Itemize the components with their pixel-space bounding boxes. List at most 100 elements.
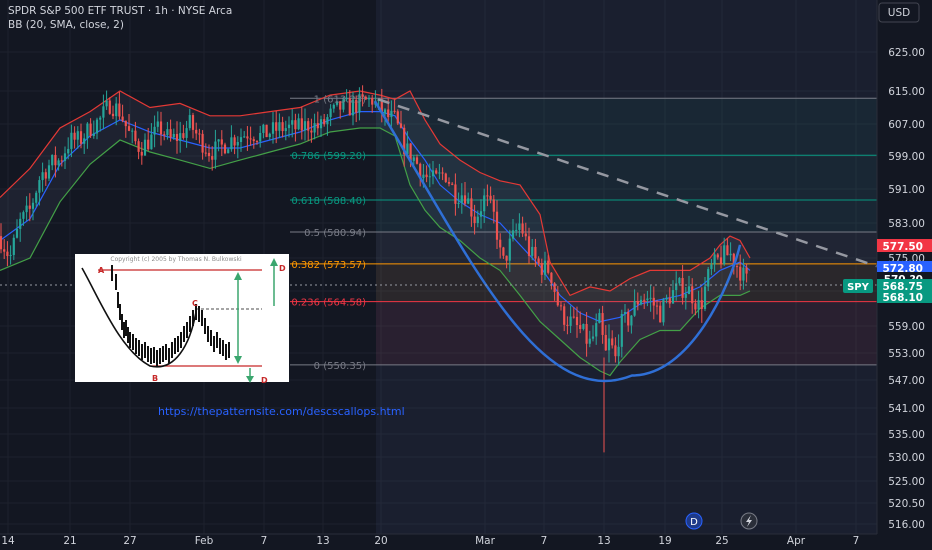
candle-body-53 xyxy=(169,129,172,138)
candle-body-28 xyxy=(89,123,92,136)
fibonacci-lines xyxy=(290,97,877,366)
candle-body-36 xyxy=(115,103,118,117)
candle-body-180 xyxy=(575,316,579,326)
inset-arrow-head-1 xyxy=(234,272,242,280)
candle-body-66 xyxy=(211,156,214,160)
pattern-link[interactable]: https://thepatternsite.com/descscallops.… xyxy=(158,405,405,418)
currency-button[interactable] xyxy=(878,2,920,23)
candle-body-111 xyxy=(355,99,358,113)
candle-body-94 xyxy=(300,118,303,131)
candle-body-213 xyxy=(681,278,684,298)
candle-body-219 xyxy=(700,300,703,309)
candle-body-196 xyxy=(627,312,630,326)
candle-body-89 xyxy=(284,128,287,132)
time-tick-12: Apr xyxy=(787,535,806,547)
candle-body-95 xyxy=(303,121,307,131)
fibonacci-labels: 1 (613.23) 0.786 (599.20) 0.618 (588.40) 0.… xyxy=(291,94,366,372)
candle-body-142 xyxy=(454,184,457,204)
candle-body-42 xyxy=(134,130,137,142)
candle-body-72 xyxy=(230,137,233,150)
candle-body-23 xyxy=(73,132,76,140)
price-label-4: 568.10 xyxy=(882,292,923,304)
price-tick-15: 520.50 xyxy=(888,498,925,510)
inset-copyright: Copyright (c) 2005 by Thomas N. Bulkowsk… xyxy=(110,256,242,263)
candle-body-191 xyxy=(611,338,614,346)
candle-body-103 xyxy=(329,108,332,118)
candle-body-138 xyxy=(441,172,444,174)
candle-body-205 xyxy=(655,305,659,307)
candle-body-58 xyxy=(185,128,188,138)
candle-body-136 xyxy=(435,170,438,174)
candle-body-69 xyxy=(220,139,223,145)
inset-label-c: C xyxy=(192,299,198,308)
candle-body-152 xyxy=(486,195,489,197)
candle-body-187 xyxy=(598,313,601,324)
candle-body-131 xyxy=(419,163,422,179)
candle-body-61 xyxy=(195,129,198,134)
candle-body-226 xyxy=(723,245,726,265)
candle-body-112 xyxy=(358,94,361,113)
candle-body-47 xyxy=(150,134,153,150)
candle-body-82 xyxy=(262,124,265,133)
candle-body-182 xyxy=(582,324,585,329)
candle-body-83 xyxy=(265,124,268,138)
candle-body-210 xyxy=(671,290,675,304)
candle-body-110 xyxy=(351,99,355,116)
price-tick-13: 530.00 xyxy=(888,452,925,464)
candle-body-32 xyxy=(102,106,105,118)
candle-body-90 xyxy=(287,124,291,129)
candle-body-55 xyxy=(175,133,179,141)
inset-arrow-head-4 xyxy=(246,376,254,383)
candle-body-181 xyxy=(579,325,582,329)
candle-body-192 xyxy=(614,345,617,357)
price-label-badge-4 xyxy=(877,290,932,303)
time-tick-3: Feb xyxy=(195,535,214,547)
candle-body-119 xyxy=(380,99,383,114)
candle-body-232 xyxy=(742,267,745,281)
price-tick-14: 525.00 xyxy=(888,476,925,488)
candle-body-106 xyxy=(339,101,342,110)
candle-body-129 xyxy=(412,157,415,161)
candle-body-80 xyxy=(255,141,259,143)
fib-label-5: 0.236 (564.58) xyxy=(291,298,366,309)
candle-body-6 xyxy=(19,218,22,229)
candle-body-76 xyxy=(243,136,246,138)
inset-scallop-curve xyxy=(81,267,197,368)
candle-body-20 xyxy=(63,153,67,161)
candle-body-0 xyxy=(0,236,3,250)
candle-body-63 xyxy=(201,133,204,153)
price-tick-2: 607.00 xyxy=(888,119,925,131)
candle-body-135 xyxy=(431,170,435,177)
candle-body-15 xyxy=(47,165,51,179)
candle-body-13 xyxy=(41,172,44,181)
candle-body-29 xyxy=(92,133,95,136)
bollinger-lower-band xyxy=(0,127,751,377)
candle-body-30 xyxy=(95,119,99,134)
fib-zone-1 xyxy=(376,155,877,201)
candle-body-2 xyxy=(6,251,9,257)
candle-body-188 xyxy=(601,313,604,335)
candle-body-115 xyxy=(367,97,371,100)
candle-body-123 xyxy=(393,110,396,112)
candle-body-97 xyxy=(310,130,313,133)
candle-body-144 xyxy=(460,195,463,203)
time-tick-6: 20 xyxy=(374,535,387,547)
candle-body-169 xyxy=(540,263,543,275)
candle-body-5 xyxy=(15,228,19,238)
candle-body-109 xyxy=(348,98,351,116)
candle-body-127 xyxy=(406,143,409,155)
dividend-event-icon[interactable] xyxy=(685,512,703,530)
candle-body-147 xyxy=(470,198,473,217)
candle-body-190 xyxy=(607,338,611,351)
inset-label-d-bottom: D xyxy=(261,376,268,385)
selection-zone xyxy=(376,0,877,534)
candle-body-45 xyxy=(143,139,147,156)
inset-label-b: B xyxy=(152,374,158,383)
symbol-title: SPDR S&P 500 ETF TRUST · 1h · NYSE Arca xyxy=(8,5,232,17)
time-tick-2: 27 xyxy=(123,535,136,547)
indicator-legend[interactable]: BB (20, SMA, close, 2) xyxy=(8,19,124,31)
candle-body-204 xyxy=(652,297,655,306)
candle-body-18 xyxy=(57,160,60,166)
candle-body-49 xyxy=(156,121,159,127)
